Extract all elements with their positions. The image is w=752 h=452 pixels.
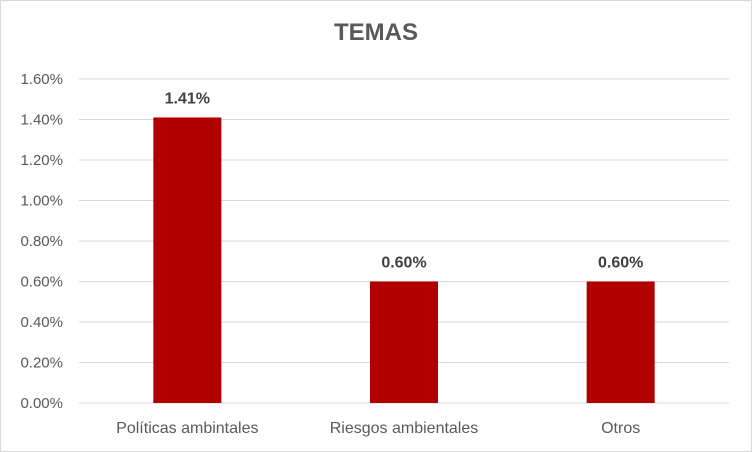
x-category-label: Riesgos ambientales — [330, 420, 479, 437]
y-tick-label: 0.40% — [20, 314, 63, 331]
y-tick-label: 0.60% — [20, 274, 63, 291]
y-tick-label: 0.00% — [20, 395, 63, 412]
data-label: 0.60% — [381, 255, 426, 272]
y-tick-label: 1.60% — [20, 71, 63, 88]
x-category-label: Políticas ambintales — [116, 420, 258, 437]
y-tick-label: 0.80% — [20, 233, 63, 250]
bar — [370, 281, 438, 403]
bar — [586, 281, 655, 403]
data-label: 1.41% — [165, 90, 210, 107]
bar — [153, 117, 222, 403]
y-tick-label: 0.20% — [20, 355, 63, 372]
chart-title: TEMAS — [334, 19, 418, 46]
y-tick-label: 1.00% — [20, 193, 63, 210]
x-category-label: Otros — [601, 420, 640, 437]
y-tick-label: 1.20% — [20, 152, 63, 169]
data-label: 0.60% — [598, 255, 643, 272]
y-tick-label: 1.40% — [20, 112, 63, 129]
